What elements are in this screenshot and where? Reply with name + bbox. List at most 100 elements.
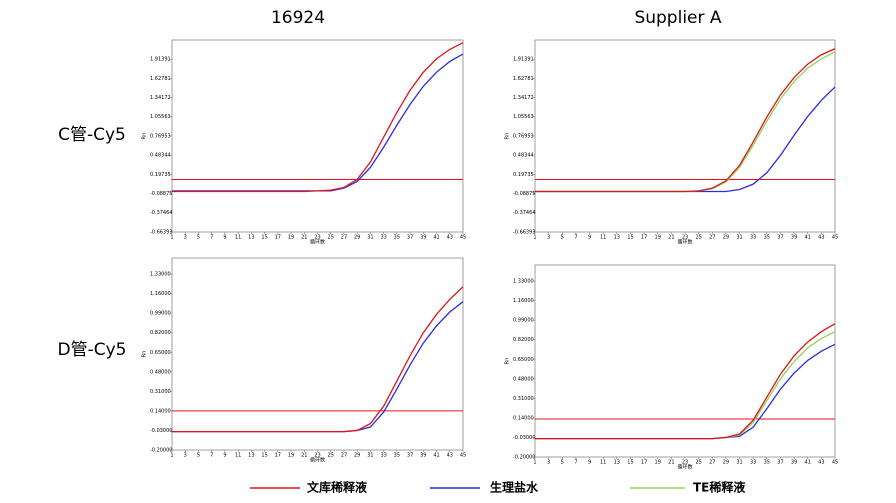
x-tick-label: 15 [261,453,267,459]
x-tick-label: 45 [460,453,466,459]
x-tick-label: 29 [723,235,729,241]
y-axis-label: Rn [142,351,148,358]
x-tick-label: 21 [301,235,307,241]
x-tick-label: 25 [328,235,334,241]
x-tick-label: 39 [420,453,426,459]
x-tick-label: 27 [341,235,347,241]
row-label: C管-Cy5 [58,125,126,145]
x-tick-label: 13 [614,235,620,241]
x-tick-label: 27 [341,453,347,459]
x-tick-label: 25 [695,235,701,241]
x-tick-label: 29 [354,235,360,241]
x-tick-label: 5 [561,235,564,241]
x-axis-label: 循环数 [677,239,692,246]
x-tick-label: 35 [394,235,400,241]
x-tick-label: 23 [314,235,320,241]
y-tick-label: 0.76953 [150,133,171,139]
y-tick-label: 0.82000 [150,330,171,336]
y-tick-label: 0.31000 [513,396,534,402]
x-tick-label: 15 [627,460,633,466]
y-tick-label: 0.99000 [150,311,171,317]
y-tick-label: 0.19735 [150,172,171,178]
x-tick-label: 45 [832,235,838,241]
x-tick-label: 19 [288,235,294,241]
y-tick-label: 0.48344 [513,153,534,159]
column-title: Supplier A [634,8,721,28]
x-tick-label: 1 [533,235,536,241]
x-tick-label: 41 [433,453,439,459]
x-tick-label: 27 [709,235,715,241]
y-tick-label: 0.99000 [513,318,534,324]
y-tick-label: 0.48000 [150,369,171,375]
x-tick-label: 45 [460,235,466,241]
y-tick-label: -0.20000 [150,448,172,454]
x-tick-label: 13 [248,453,254,459]
row-label: D管-Cy5 [58,340,127,360]
x-tick-label: 31 [736,460,742,466]
x-tick-label: 15 [261,235,267,241]
x-tick-label: 17 [641,460,647,466]
y-tick-label: 0.82000 [513,337,534,343]
y-tick-label: 0.19735 [513,172,534,178]
x-tick-label: 11 [600,460,606,466]
y-tick-label: 1.62781 [150,76,171,82]
legend-label: 生理盐水 [490,480,539,495]
x-tick-label: 35 [764,460,770,466]
x-tick-label: 15 [627,235,633,241]
x-tick-label: 31 [367,453,373,459]
y-tick-label: 1.34172 [513,95,534,101]
y-tick-label: -0.08875 [513,191,535,197]
y-tick-label: 0.48344 [150,153,171,159]
x-tick-label: 7 [210,235,213,241]
x-tick-label: 9 [588,460,591,466]
x-tick-label: 23 [314,453,320,459]
x-tick-label: 23 [682,235,688,241]
x-tick-label: 9 [223,235,226,241]
y-tick-label: 1.62781 [513,76,534,82]
x-axis-label: 循环数 [310,239,325,246]
x-tick-label: 31 [736,235,742,241]
x-tick-label: 21 [668,235,674,241]
x-tick-label: 3 [547,235,550,241]
x-tick-label: 29 [723,460,729,466]
x-tick-label: 43 [447,235,453,241]
x-tick-label: 33 [380,453,386,459]
x-tick-label: 11 [235,235,241,241]
y-tick-label: -0.03000 [150,428,172,434]
plot-area [534,264,836,458]
y-tick-label: 1.33000 [150,272,171,278]
amplification-curve [172,42,464,193]
y-axis-label: Rn [505,133,511,140]
y-axis-label: Rn [505,358,511,365]
x-tick-label: 39 [420,235,426,241]
amplification-curve [172,286,464,433]
x-tick-label: 37 [407,453,413,459]
y-tick-label: 1.34172 [150,95,171,101]
plot-area [171,257,464,451]
x-tick-label: 1 [170,453,173,459]
x-tick-label: 37 [777,235,783,241]
x-tick-label: 9 [223,453,226,459]
x-tick-label: 31 [367,235,373,241]
x-tick-label: 13 [614,460,620,466]
x-tick-label: 7 [574,460,577,466]
x-tick-label: 37 [407,235,413,241]
y-tick-label: 1.05563 [150,114,171,120]
y-tick-label: 1.91391 [513,57,534,63]
y-tick-label: 0.31000 [150,389,171,395]
x-tick-label: 17 [275,235,281,241]
column-title: 16924 [271,8,325,28]
x-tick-label: 5 [197,453,200,459]
x-tick-label: 21 [668,460,674,466]
x-tick-label: 35 [764,235,770,241]
x-tick-label: 43 [818,460,824,466]
x-tick-label: 1 [170,235,173,241]
amplification-curve [535,48,836,193]
x-tick-label: 13 [248,235,254,241]
x-tick-label: 7 [574,235,577,241]
y-axis-label: Rn [142,133,148,140]
y-tick-label: 0.76953 [513,133,534,139]
x-axis-label: 循环数 [310,457,325,464]
x-tick-label: 37 [777,460,783,466]
x-tick-label: 27 [709,460,715,466]
